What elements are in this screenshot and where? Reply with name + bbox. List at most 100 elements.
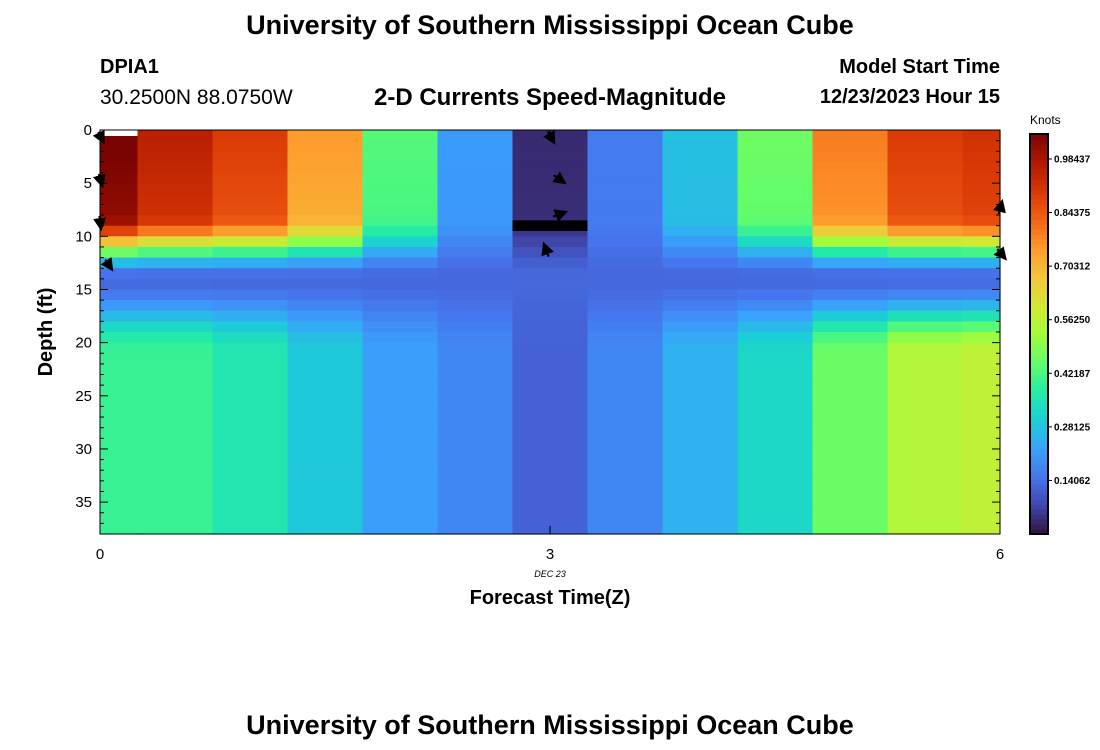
- heatmap-cell: [512, 395, 589, 408]
- heatmap-cell: [512, 321, 589, 333]
- y-tick-label: 10: [75, 228, 92, 245]
- current-vector-arrow: [541, 241, 554, 258]
- heatmap-cell: [362, 427, 439, 439]
- colorbar-swatch: [1030, 284, 1048, 290]
- axes: 0 5 10 15 20 25 30 35 0 3 6 DEC 23 Forecast Time(Z) D…: [35, 122, 1004, 609]
- y-tick-label: 15: [75, 281, 92, 298]
- heatmap-cell: [362, 225, 439, 237]
- heatmap-cell: [737, 459, 814, 471]
- heatmap-cell: [662, 310, 739, 322]
- heatmap-cell: [587, 278, 664, 291]
- heatmap-cell: [212, 278, 289, 291]
- heatmap-cell: [587, 406, 664, 418]
- model-start-label: Model Start Time: [839, 56, 1000, 78]
- heatmap-cell: [962, 172, 1001, 184]
- colorbar-tick-label: 0.28125: [1054, 422, 1091, 433]
- heatmap-cell: [137, 363, 214, 376]
- heatmap-cell: [587, 448, 664, 461]
- heatmap-cell: [887, 151, 964, 163]
- heatmap-cell: [212, 225, 289, 237]
- heatmap-cell: [287, 427, 364, 439]
- heatmap-cell: [212, 193, 289, 206]
- heatmap-cell: [887, 257, 964, 269]
- y-axis-label: Depth (ft): [35, 288, 57, 377]
- heatmap-cell: [212, 491, 289, 503]
- heatmap-cell: [512, 161, 589, 174]
- heatmap-cell: [137, 385, 214, 397]
- heatmap-cell: [137, 470, 214, 482]
- heatmap-cell: [137, 448, 214, 461]
- heatmap-cell: [812, 438, 889, 450]
- heatmap-cell: [137, 236, 214, 248]
- heatmap-cell: [437, 374, 514, 386]
- heatmap-cell: [587, 385, 664, 397]
- colorbar-swatch: [1030, 369, 1048, 375]
- colorbar-swatch: [1030, 144, 1048, 150]
- heatmap-cell: [212, 406, 289, 418]
- heatmap-cell: [587, 225, 664, 237]
- heatmap-cell: [362, 236, 439, 248]
- heatmap-cell: [212, 246, 289, 259]
- colorbar-swatch: [1030, 299, 1048, 305]
- heatmap-cell: [662, 161, 739, 174]
- heatmap-cell: [512, 278, 589, 291]
- heatmap-cell: [212, 257, 289, 269]
- heatmap-cell: [212, 459, 289, 471]
- heatmap-cell: [362, 342, 439, 354]
- heatmap-cell: [437, 448, 514, 461]
- colorbar-swatch: [1030, 379, 1048, 385]
- heatmap-cell: [437, 161, 514, 174]
- colorbar-swatch: [1030, 154, 1048, 160]
- heatmap-cell: [962, 374, 1001, 386]
- heatmap-cell: [587, 151, 664, 163]
- heatmap-cell: [587, 363, 664, 376]
- heatmap-cell: [662, 183, 739, 195]
- heatmap-cell: [512, 246, 589, 259]
- colorbar-tick-label: 0.70312: [1054, 262, 1091, 273]
- heatmap-cell: [287, 268, 364, 280]
- heatmap-cell: [137, 193, 214, 206]
- heatmap-cell: [287, 289, 364, 301]
- heatmap-cell: [137, 310, 214, 322]
- heatmap-cell: [362, 459, 439, 471]
- colorbar-tick-label: 0.84375: [1054, 208, 1091, 219]
- heatmap-cell: [100, 151, 139, 163]
- heatmap-cell: [212, 523, 289, 535]
- heatmap-cell: [137, 502, 214, 514]
- heatmap-cell: [662, 459, 739, 471]
- heatmap-cell: [962, 470, 1001, 482]
- colorbar-swatch: [1030, 514, 1048, 520]
- heatmap-cell: [662, 491, 739, 503]
- footer-title: University of Southern Mississippi Ocean…: [246, 710, 854, 740]
- heatmap-cell: [137, 215, 214, 227]
- heatmap-cell: [362, 300, 439, 312]
- heatmap-cell: [212, 161, 289, 174]
- colorbar-swatch: [1030, 219, 1048, 225]
- heatmap-cell: [100, 438, 139, 450]
- heatmap-cell: [362, 172, 439, 184]
- heatmap-cell: [362, 215, 439, 227]
- colorbar-swatch: [1030, 344, 1048, 350]
- colorbar-swatch: [1030, 349, 1048, 355]
- heatmap-cell: [812, 459, 889, 471]
- heatmap-cell: [512, 289, 589, 301]
- colorbar-swatch: [1030, 444, 1048, 450]
- heatmap-cell: [437, 427, 514, 439]
- heatmap-cell: [812, 193, 889, 206]
- heatmap-cell: [962, 257, 1001, 269]
- colorbar-swatch: [1030, 249, 1048, 255]
- colorbar-swatch: [1030, 244, 1048, 250]
- heatmap-cell: [662, 427, 739, 439]
- heatmap-cell: [587, 480, 664, 493]
- heatmap-cell: [812, 151, 889, 163]
- heatmap-cell: [362, 140, 439, 152]
- heatmap-cell: [812, 363, 889, 376]
- heatmap-cell: [437, 300, 514, 312]
- heatmap-cell: [100, 480, 139, 493]
- heatmap-cell: [812, 353, 889, 365]
- heatmap-cell: [362, 246, 439, 259]
- heatmap-cell: [962, 268, 1001, 280]
- heatmap-cell: [437, 480, 514, 493]
- heatmap-cell: [662, 300, 739, 312]
- colorbar-swatch: [1030, 384, 1048, 390]
